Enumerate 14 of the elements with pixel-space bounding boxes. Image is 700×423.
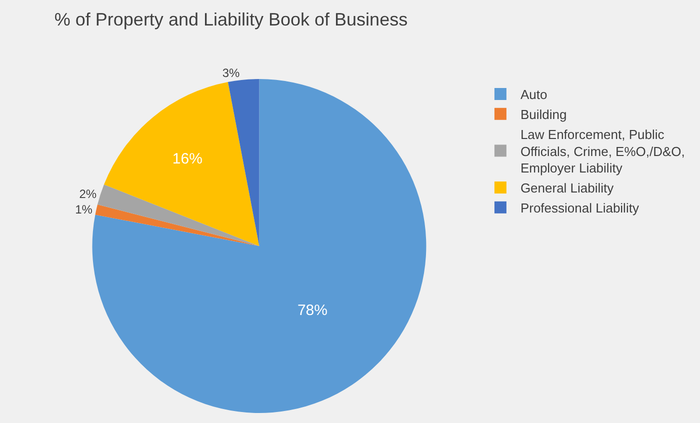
legend-label: Building: [520, 106, 567, 122]
legend-label: Law Enforcement, Public Officials, Crime, E%O,/D&O, Employer Liability: [520, 126, 685, 176]
data-label: 16%: [172, 150, 202, 168]
chart-title: % of Property and Liability Book of Business: [54, 9, 408, 30]
data-label: 3%: [222, 66, 240, 80]
legend-label: Professional Liability: [520, 200, 640, 216]
data-label: 1%: [75, 202, 93, 216]
data-label: 78%: [297, 302, 328, 319]
pie-slice: [104, 82, 260, 246]
legend-label: Auto: [520, 87, 548, 102]
pie-slice: [228, 79, 260, 246]
legend-label: General Liability: [520, 180, 614, 196]
data-label: 2%: [79, 186, 97, 201]
pie-slice: [98, 184, 260, 246]
